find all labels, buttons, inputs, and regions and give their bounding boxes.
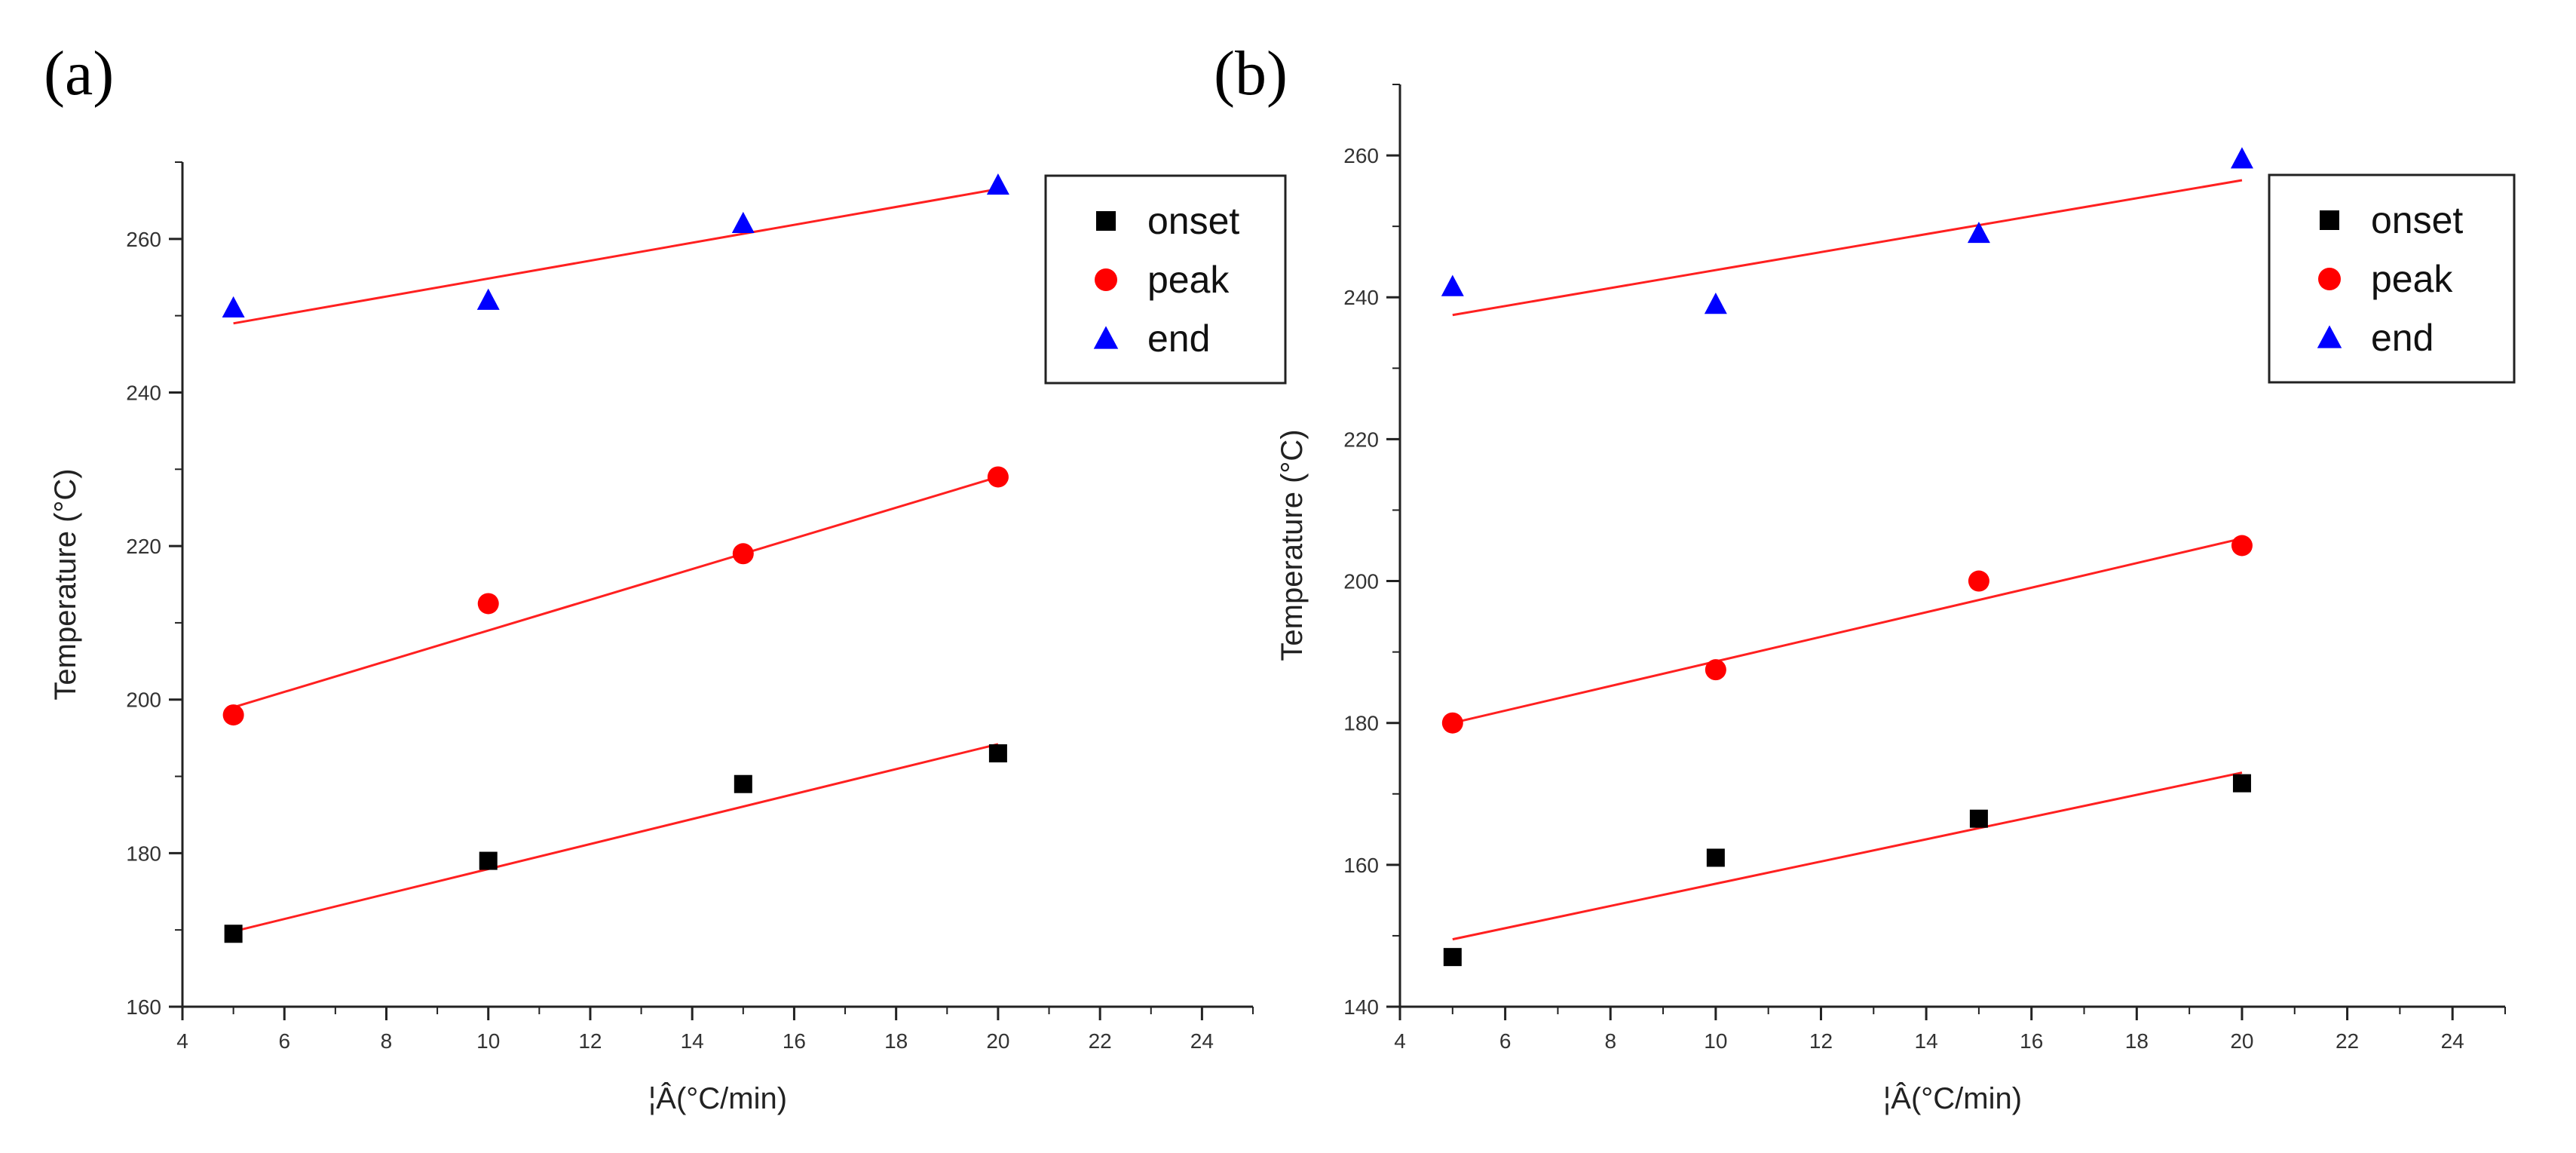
y-axis-title: Temperature (°C) [49, 468, 82, 700]
y-tick-label: 220 [1343, 428, 1379, 451]
end-data-point [2230, 147, 2253, 169]
legend-label-onset: onset [1147, 200, 1239, 242]
legend-marker-peak [1095, 268, 1117, 291]
legend-marker-onset [1096, 211, 1116, 231]
x-tick-label: 10 [1704, 1029, 1727, 1053]
x-tick-label: 24 [2441, 1029, 2464, 1053]
y-tick-label: 220 [126, 535, 161, 558]
x-tick-label: 16 [783, 1029, 806, 1053]
panel-label-b: (b) [1214, 38, 1288, 109]
legend-marker-end [2317, 325, 2342, 348]
peak-data-point [222, 704, 244, 726]
end-data-point [1704, 293, 1727, 314]
x-tick-label: 8 [1604, 1029, 1616, 1053]
x-tick-label: 6 [278, 1029, 290, 1053]
peak-data-point [987, 466, 1009, 488]
legend-marker-peak [2318, 268, 2341, 290]
x-tick-label: 8 [381, 1029, 393, 1053]
y-tick-label: 160 [1343, 854, 1379, 877]
y-tick-label: 160 [126, 995, 161, 1019]
x-tick-label: 4 [1394, 1029, 1406, 1053]
onset-fit-line [233, 743, 999, 933]
panel-label-a: (a) [44, 38, 114, 109]
x-tick-label: 4 [176, 1029, 188, 1053]
onset-data-point [479, 851, 498, 870]
y-tick-label: 200 [1343, 570, 1379, 593]
end-fit-line [233, 188, 999, 325]
legend-box [1044, 174, 1287, 385]
legend-marker-onset [2320, 210, 2339, 230]
y-tick-label: 140 [1343, 995, 1379, 1019]
legend-label-onset: onset [2371, 199, 2463, 241]
peak-fit-line [233, 476, 999, 709]
onset-data-point [988, 744, 1007, 762]
end-fit-line [1452, 179, 2243, 317]
peak-fit-line [1452, 537, 2243, 725]
peak-data-point [1441, 712, 1463, 734]
x-tick-label: 20 [2230, 1029, 2253, 1053]
y-axis-title: Temperature (°C) [1276, 429, 1309, 661]
onset-data-point [2232, 774, 2251, 793]
x-tick-label: 16 [2020, 1029, 2043, 1053]
onset-fit-line [1452, 771, 2243, 941]
x-axis-title: ¦Â(°C/min) [648, 1081, 787, 1115]
y-tick-label: 200 [126, 688, 161, 712]
y-tick-label: 180 [126, 842, 161, 865]
onset-data-point [734, 774, 752, 793]
x-tick-label: 18 [2125, 1029, 2149, 1053]
y-tick-label: 260 [1343, 144, 1379, 167]
y-tick-label: 240 [1343, 286, 1379, 309]
end-data-point [1441, 274, 1464, 296]
legend-label-end: end [1147, 317, 1210, 360]
end-data-point [986, 173, 1009, 195]
x-tick-label: 14 [1915, 1029, 1938, 1053]
peak-data-point [1968, 570, 1989, 592]
chart-panel-a: 4 6 8 10 12 14 16 18 20 22 24 160 180 200 220 240 260 ¦Â(… [49, 161, 1287, 1115]
peak-data-point [732, 543, 754, 565]
end-data-point [731, 211, 755, 234]
x-tick-label: 14 [681, 1029, 704, 1053]
legend-marker-end [1093, 326, 1119, 349]
peak-data-point [1705, 659, 1726, 681]
x-tick-label: 24 [1190, 1029, 1214, 1053]
onset-data-point [1969, 809, 1988, 828]
end-data-point [1967, 221, 1990, 244]
legend-label-peak: peak [1147, 259, 1230, 301]
x-tick-label: 20 [986, 1029, 1009, 1053]
peak-data-point [477, 593, 499, 615]
legend-box [2268, 173, 2516, 384]
x-tick-label: 6 [1499, 1029, 1512, 1053]
end-data-point [476, 288, 500, 310]
x-axis-title: ¦Â(°C/min) [1883, 1081, 2022, 1115]
x-tick-label: 18 [884, 1029, 908, 1053]
y-tick-label: 240 [126, 381, 161, 404]
y-tick-label: 180 [1343, 712, 1379, 735]
end-data-point [222, 296, 245, 318]
peak-data-point [2231, 535, 2253, 557]
onset-data-point [1443, 948, 1462, 967]
x-tick-label: 12 [578, 1029, 602, 1053]
onset-data-point [1706, 848, 1725, 867]
x-tick-label: 22 [2336, 1029, 2359, 1053]
chart-panel-b: 4 6 8 10 12 14 16 18 20 22 24 140 160 180 200 220 240 260… [1276, 84, 2516, 1115]
x-tick-label: 12 [1809, 1029, 1833, 1053]
y-tick-label: 260 [126, 228, 161, 251]
legend-label-peak: peak [2371, 258, 2453, 300]
x-tick-label: 10 [476, 1029, 500, 1053]
x-tick-label: 22 [1089, 1029, 1112, 1053]
onset-data-point [224, 925, 243, 943]
legend-label-end: end [2371, 317, 2434, 359]
